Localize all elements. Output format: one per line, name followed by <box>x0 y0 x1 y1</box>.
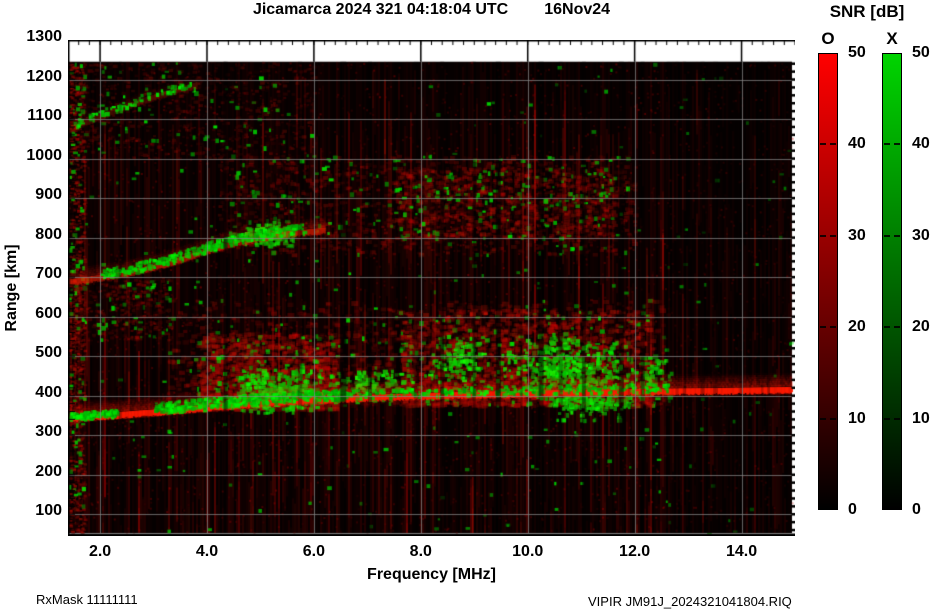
colorbar-tick-dash <box>894 417 900 420</box>
x-tick-label: 2.0 <box>88 543 112 560</box>
x-tick-label: 4.0 <box>195 543 219 560</box>
title-row: Jicamarca 2024 321 04:18:04 UTC 16Nov24 <box>68 1 795 19</box>
x-tick-label: 12.0 <box>619 543 651 560</box>
colorbar-tick-label: 20 <box>848 318 866 336</box>
colorbar-tick-label: 50 <box>848 44 866 61</box>
colorbar-tick-dash <box>894 234 900 237</box>
colorbar-bar-x <box>882 53 902 510</box>
y-tick-label: 500 <box>35 344 62 362</box>
colorbar-tick-dash <box>884 234 890 237</box>
colorbar-mode-label-o: O <box>821 29 835 48</box>
y-tick-label: 200 <box>35 462 62 480</box>
colorbar-tick-label: 40 <box>848 135 866 153</box>
plot-title: Jicamarca 2024 321 04:18:04 UTC <box>252 1 509 18</box>
colorbar-tick-label: 10 <box>912 409 930 427</box>
y-tick-label: 100 <box>35 502 62 520</box>
colorbar-tick-dash <box>820 143 826 146</box>
colorbar-tick-label: 30 <box>912 226 930 244</box>
colorbar-tick-label: 30 <box>848 226 866 244</box>
x-tick-label: 14.0 <box>725 543 758 560</box>
colorbar-tick-dash <box>830 417 836 420</box>
x-axis-label: Frequency [MHz] <box>367 566 496 583</box>
colorbar-title: SNR [dB] <box>829 2 905 21</box>
colorbar-mode-label-x: X <box>886 29 898 48</box>
y-tick-label: 900 <box>35 186 62 204</box>
colorbar-tick-dash <box>830 143 836 146</box>
colorbar-tick-dash <box>894 143 900 146</box>
x-tick-label: 8.0 <box>409 543 432 560</box>
y-tick-label: 1300 <box>26 28 62 45</box>
colorbar-tick-dash <box>830 234 836 237</box>
colorbar-tick-dash <box>820 417 826 420</box>
colorbar-tick-label: 10 <box>848 409 866 427</box>
y-tick-label: 1000 <box>26 146 62 164</box>
colorbar-tick-label: 40 <box>912 135 930 153</box>
colorbar-tick-label: 20 <box>912 318 930 336</box>
colorbar-bar-o <box>818 53 838 510</box>
y-tick-label: 300 <box>35 423 62 441</box>
colorbar-tick-label: 0 <box>912 501 921 518</box>
colorbar-tick-dash <box>884 326 890 329</box>
y-tick-label: 1200 <box>26 67 62 85</box>
colorbar-tick-dash <box>884 143 890 146</box>
x-tick-label: 10.0 <box>512 543 544 560</box>
colorbar-tick-dash <box>820 234 826 237</box>
colorbar-tick-label: 50 <box>912 44 930 61</box>
colorbar-tick-dash <box>830 326 836 329</box>
colorbar-tick-dash <box>820 326 826 329</box>
colorbar-tick-label: 0 <box>848 501 857 518</box>
colorbar-tick-dash <box>894 326 900 329</box>
x-tick-label: 6.0 <box>302 543 326 560</box>
plot-date: 16Nov24 <box>544 1 611 18</box>
data-file-text: VIPIR JM91J_2024321041804.RIQ <box>588 594 792 609</box>
colorbar-tick-dash <box>884 417 890 420</box>
y-tick-label: 1100 <box>27 107 62 125</box>
y-tick-label: 600 <box>35 304 62 322</box>
rxmask-text: RxMask 11111111 <box>36 592 138 607</box>
ionogram-canvas <box>68 40 795 536</box>
y-tick-label: 700 <box>35 265 62 283</box>
y-tick-label: 800 <box>35 225 62 243</box>
y-tick-label: 400 <box>35 383 62 401</box>
